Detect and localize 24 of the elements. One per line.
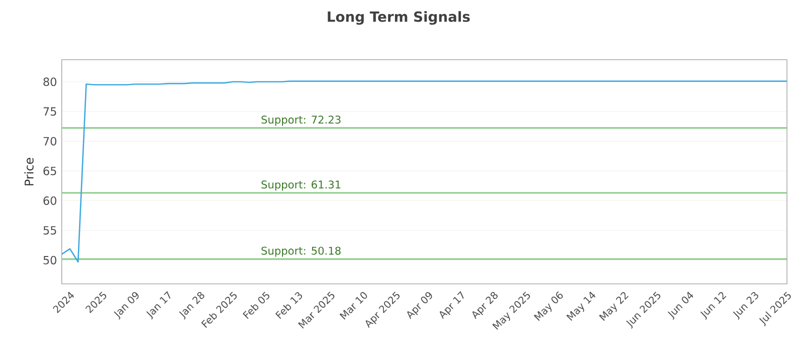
x-tick-label: Jun 04 — [668, 292, 694, 320]
y-axis-title: Price — [24, 158, 34, 186]
x-tick-label: Jan 17 — [146, 291, 170, 320]
y-tick-label: 80 — [43, 78, 56, 86]
chart-title: Long Term Signals — [328, 11, 470, 25]
x-tick-label: Jun 12 — [700, 292, 726, 320]
x-tick-label: Jan 09 — [114, 292, 139, 320]
ref-line-label: Support: 50.18 — [262, 246, 341, 257]
x-tick-label: Feb 05 — [242, 292, 270, 320]
x-tick-label: Jun 23 — [732, 292, 758, 320]
x-tick-label: Apr 09 — [407, 292, 432, 320]
ref-line-label: Support: 61.31 — [262, 180, 340, 191]
ref-line-label: Support: 72.23 — [262, 116, 340, 126]
y-tick-label: 70 — [44, 137, 56, 146]
x-tick-label: Jan 28 — [179, 292, 204, 320]
x-tick-label: Apr 28 — [472, 292, 498, 320]
y-tick-label: 65 — [44, 166, 56, 176]
y-tick-label: 55 — [44, 226, 56, 235]
y-tick-label: 75 — [44, 107, 56, 116]
x-tick-label: Feb 13 — [275, 292, 302, 320]
y-tick-label: 60 — [44, 196, 56, 206]
x-tick-label: Apr 17 — [440, 291, 464, 320]
x-tick-label: Mar 10 — [340, 292, 368, 320]
y-tick-label: 50 — [44, 256, 56, 265]
